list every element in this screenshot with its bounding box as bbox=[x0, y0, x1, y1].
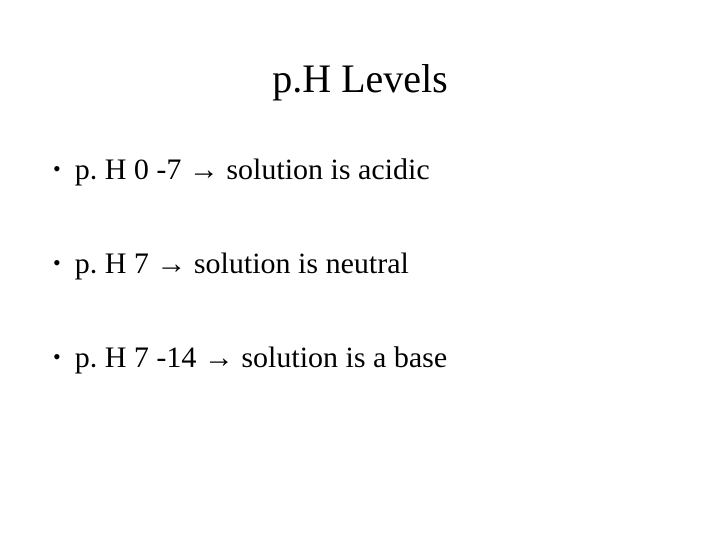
slide-container: p.H Levels • p. H 0 -7 → solution is aci… bbox=[0, 0, 720, 540]
bullet-text: p. H 7 -14 → solution is a base bbox=[75, 340, 447, 376]
bullet-list: • p. H 0 -7 → solution is acidic • p. H … bbox=[45, 152, 675, 376]
bullet-item: • p. H 0 -7 → solution is acidic bbox=[53, 152, 675, 188]
bullet-text: p. H 0 -7 → solution is acidic bbox=[75, 152, 430, 188]
slide-title: p.H Levels bbox=[45, 55, 675, 102]
bullet-range: p. H 7 bbox=[75, 247, 149, 280]
bullet-text: p. H 7 → solution is neutral bbox=[75, 246, 409, 282]
bullet-description: solution is acidic bbox=[226, 153, 429, 186]
bullet-marker: • bbox=[53, 252, 61, 274]
bullet-description: solution is a base bbox=[241, 341, 447, 374]
bullet-range: p. H 0 -7 bbox=[75, 153, 182, 186]
bullet-item: • p. H 7 → solution is neutral bbox=[53, 246, 675, 282]
bullet-marker: • bbox=[53, 158, 61, 180]
bullet-range: p. H 7 -14 bbox=[75, 341, 197, 374]
bullet-marker: • bbox=[53, 346, 61, 368]
bullet-item: • p. H 7 -14 → solution is a base bbox=[53, 340, 675, 376]
arrow-icon: → bbox=[204, 340, 234, 376]
arrow-icon: → bbox=[189, 152, 219, 188]
arrow-icon: → bbox=[156, 246, 186, 282]
bullet-description: solution is neutral bbox=[194, 247, 409, 280]
